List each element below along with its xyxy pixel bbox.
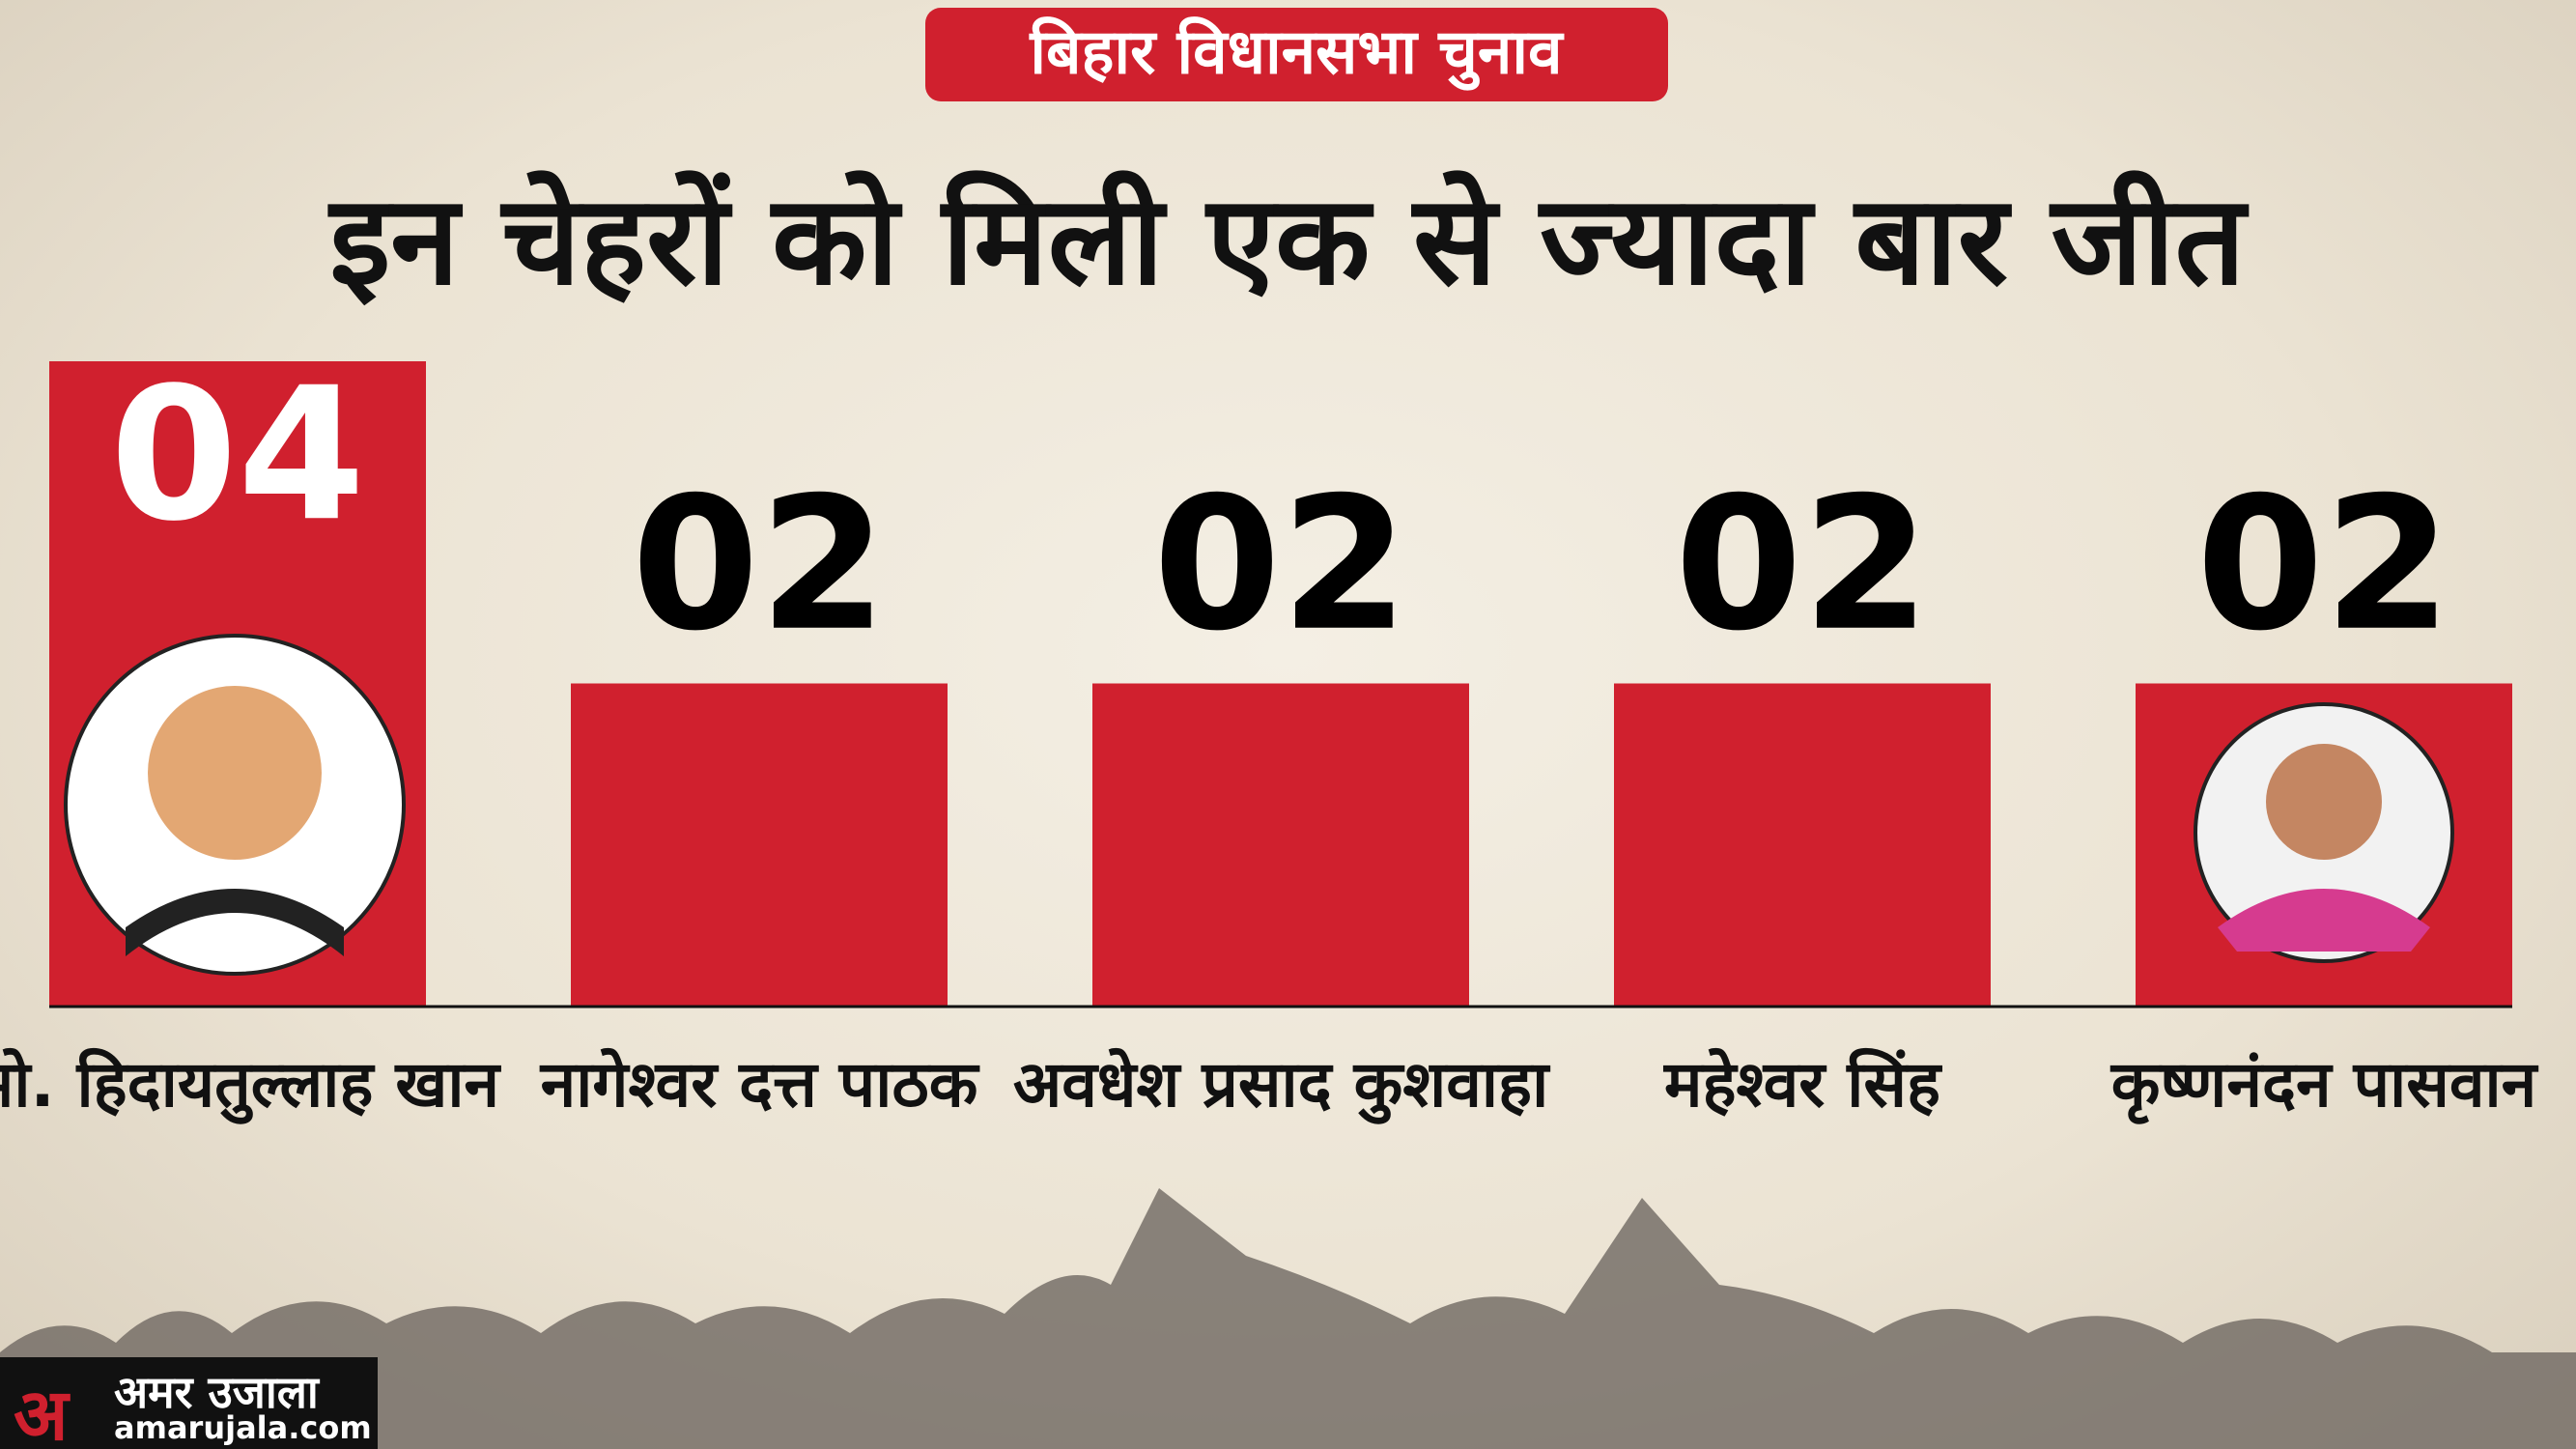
value-label: 02 (1675, 458, 1930, 671)
brand-bar: अ अमर उजाला amarujala.com (0, 1357, 378, 1449)
value-label: 02 (2196, 458, 2451, 671)
avatar-body (126, 889, 344, 956)
category-label: कृष्णनंदन पासवान (2110, 1047, 2537, 1122)
category-label: मो. हिदायतुल्लाह खान (0, 1047, 500, 1122)
value-label: 04 (110, 348, 365, 561)
category-label: नागेश्वर दत्त पाठक (540, 1047, 978, 1122)
category-label: महेश्वर सिंह (1664, 1047, 1940, 1122)
subtitle-banner (925, 8, 1668, 101)
brand-logo: अ (14, 1374, 69, 1449)
brand-url: amarujala.com (114, 1409, 372, 1446)
subtitle: बिहार विधानसभा चुनाव (1029, 16, 1565, 92)
brand-name: अमर उजाला (114, 1366, 319, 1418)
avatar-face (2266, 744, 2382, 860)
bar (1614, 683, 1991, 1006)
bar (571, 683, 948, 1006)
chart-title: इन चेहरों को मिली एक से ज्यादा बार जीत (327, 169, 2249, 313)
crowd-silhouette (0, 1188, 2576, 1449)
avatar-body (2218, 889, 2430, 952)
value-label: 02 (632, 458, 887, 671)
value-label: 02 (1153, 458, 1408, 671)
bar (1092, 683, 1469, 1006)
category-label: अवधेश प्रसाद कुशवाहा (1012, 1047, 1549, 1122)
avatar-face (148, 686, 322, 860)
